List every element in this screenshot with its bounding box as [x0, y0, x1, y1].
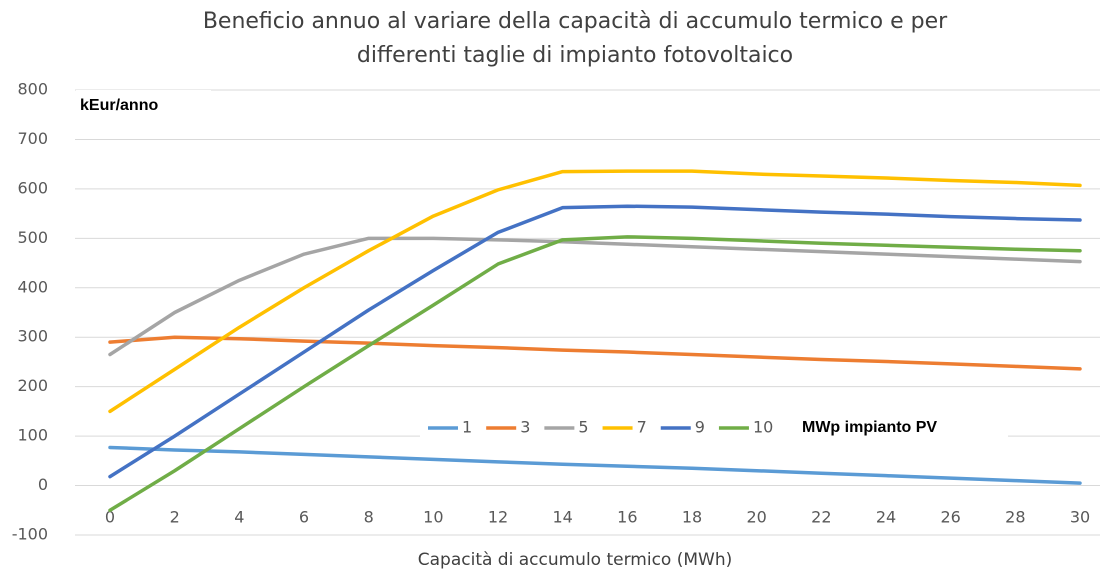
x-tick-label: 12 — [488, 508, 508, 527]
y-tick-label: 300 — [17, 327, 48, 346]
y-tick-label: 0 — [38, 475, 48, 494]
y-tick-label: 400 — [17, 277, 48, 296]
legend-label: 7 — [637, 418, 647, 437]
series-line — [108, 169, 1082, 414]
legend-label: 9 — [695, 418, 705, 437]
y-tick-label: 800 — [17, 80, 48, 99]
series-line — [108, 235, 1082, 513]
y-tick-label: -100 — [12, 525, 48, 544]
x-tick-label: 16 — [617, 508, 637, 527]
x-tick-label: 26 — [940, 508, 960, 527]
x-tick-label: 14 — [552, 508, 572, 527]
y-tick-label: 200 — [17, 376, 48, 395]
chart-title: differenti taglie di impianto fotovoltai… — [357, 43, 793, 68]
y-tick-label: 100 — [17, 426, 48, 445]
x-tick-label: 22 — [811, 508, 831, 527]
x-tick-label: 2 — [170, 508, 180, 527]
legend-label: 10 — [753, 418, 773, 437]
x-tick-label: 24 — [876, 508, 896, 527]
series-line — [108, 204, 1082, 479]
x-tick-label: 4 — [234, 508, 244, 527]
x-tick-label: 10 — [423, 508, 443, 527]
series-line — [108, 236, 1082, 357]
x-tick-label: 30 — [1070, 508, 1090, 527]
legend-label: 5 — [578, 418, 588, 437]
legend-label: 1 — [462, 418, 472, 437]
y-tick-label: 600 — [17, 178, 48, 197]
x-tick-label: 20 — [746, 508, 766, 527]
x-tick-label: 6 — [299, 508, 309, 527]
x-tick-label: 8 — [364, 508, 374, 527]
chart-title: Beneficio annuo al variare della capacit… — [203, 9, 948, 34]
series-line — [108, 335, 1082, 371]
annotation: kEur/anno — [80, 97, 158, 114]
x-tick-label: 18 — [682, 508, 702, 527]
annotation: MWp impianto PV — [802, 419, 937, 436]
x-axis-label: Capacità di accumulo termico (MWh) — [418, 550, 732, 570]
y-tick-label: 500 — [17, 228, 48, 247]
x-tick-label: 28 — [1005, 508, 1025, 527]
annotation-box — [76, 90, 211, 122]
y-tick-label: 700 — [17, 129, 48, 148]
legend-label: 3 — [520, 418, 530, 437]
series-line — [108, 445, 1082, 485]
x-tick-label: 0 — [105, 508, 115, 527]
annotation-box — [798, 412, 1008, 444]
